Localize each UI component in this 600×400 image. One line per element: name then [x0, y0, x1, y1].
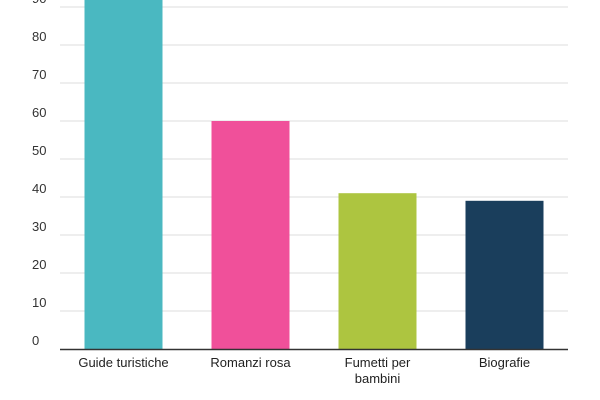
y-tick-label: 90 — [32, 0, 46, 6]
bar-1 — [211, 121, 290, 349]
y-tick-label: 80 — [32, 29, 46, 44]
y-axis-ticks: 0 10 20 30 40 50 60 70 80 90 — [32, 0, 46, 348]
y-tick-label: 20 — [32, 257, 46, 272]
x-tick-label: bambini — [355, 371, 401, 386]
x-tick-label: Fumetti per — [345, 355, 411, 370]
y-tick-label: 30 — [32, 219, 46, 234]
y-tick-label: 10 — [32, 295, 46, 310]
x-tick-label: Biografie — [479, 355, 530, 370]
y-tick-label: 0 — [32, 333, 39, 348]
x-axis-labels: Guide turistiche Romanzi rosa Fumetti perb… — [78, 355, 530, 386]
x-tick-label: Romanzi rosa — [210, 355, 291, 370]
bar-0 — [84, 0, 163, 349]
x-tick-label: Guide turistiche — [78, 355, 168, 370]
y-tick-label: 50 — [32, 143, 46, 158]
y-tick-label: 60 — [32, 105, 46, 120]
bar-2 — [338, 193, 417, 349]
bar-3 — [465, 200, 544, 349]
bars — [84, 0, 544, 349]
y-tick-label: 70 — [32, 67, 46, 82]
y-tick-label: 40 — [32, 181, 46, 196]
